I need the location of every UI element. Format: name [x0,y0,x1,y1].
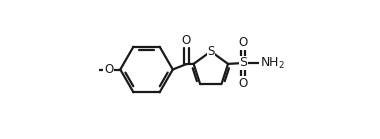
Text: NH$_2$: NH$_2$ [260,55,285,71]
Text: O: O [239,36,248,49]
Text: O: O [104,63,113,76]
Text: S: S [239,56,247,70]
Text: O: O [239,77,248,90]
Text: O: O [182,34,191,47]
Text: S: S [207,45,215,58]
